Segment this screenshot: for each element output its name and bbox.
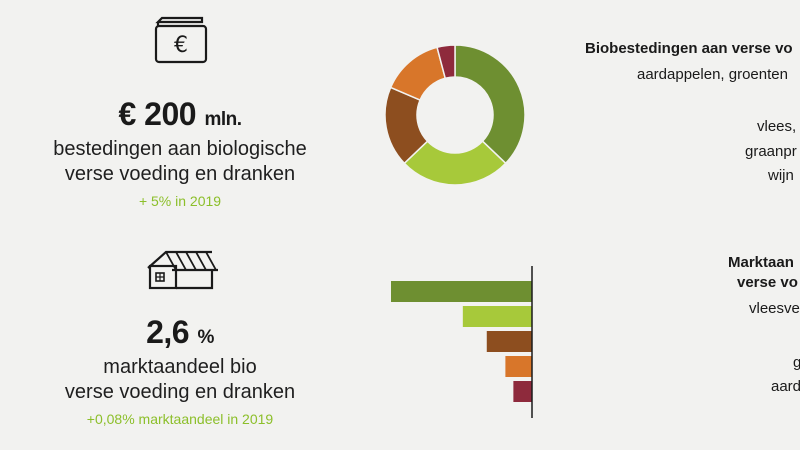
svg-text:€: €: [174, 33, 188, 58]
stat1-line1: bestedingen aan biologische: [53, 138, 307, 160]
bar-legend-title-line1: Marktaan: [728, 254, 794, 271]
stat1-change: + 5% in 2019: [138, 193, 222, 209]
stat1-line2: verse voeding en dranken: [64, 163, 296, 185]
bar-5: [513, 381, 532, 402]
bar-3: [486, 331, 532, 352]
stat2-description: marktaandeel bio verse voeding en dranke…: [20, 355, 340, 405]
donut-legend-label-3: graanpr: [745, 143, 797, 160]
bar-2: [462, 306, 532, 327]
donut-legend-title: Biobestedingen aan verse vo: [585, 40, 793, 57]
stat1-value: € 200 mln.: [118, 96, 242, 132]
donut-legend-label-2: vlees,: [757, 118, 797, 135]
stat2-line2: verse voeding en dranken: [64, 381, 296, 403]
stat1-unit: mln.: [204, 109, 242, 130]
stat1-description: bestedingen aan biologische verse voedin…: [20, 137, 340, 187]
stat2-line1: marktaandeel bio: [103, 356, 257, 378]
wallet-euro-icon: €: [150, 12, 214, 66]
bar-legend-title-line2: verse vo: [737, 274, 798, 291]
donut-slice-1: [454, 44, 526, 165]
donut-slice-5: [436, 44, 456, 80]
bar-legend-label-1: vleesve: [749, 300, 800, 317]
bar-chart: [391, 266, 533, 418]
donut-legend-label-1: aardappelen, groenten: [637, 66, 788, 83]
bar-legend-label-3: aard: [771, 378, 800, 395]
bar-legend-label-2: g: [793, 354, 800, 371]
stat2-unit: %: [197, 327, 214, 348]
donut-slice-2: [403, 140, 507, 186]
stat2-value: 2,6 %: [146, 314, 214, 350]
bar-1: [391, 281, 532, 302]
shop-icon: [142, 246, 220, 292]
stat2-change: +0,08% marktaandeel in 2019: [86, 411, 274, 427]
donut-chart: [384, 44, 526, 186]
donut-legend-label-4: wijn: [768, 167, 794, 184]
bar-4: [505, 356, 532, 377]
